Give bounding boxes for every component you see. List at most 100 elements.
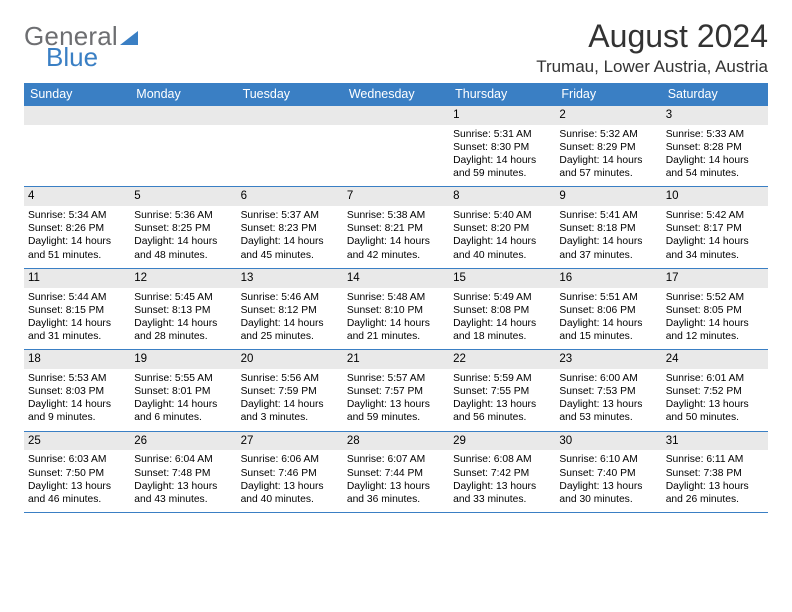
sunrise-text: Sunrise: 5:34 AM xyxy=(28,209,126,222)
calendar-week: 18Sunrise: 5:53 AMSunset: 8:03 PMDayligh… xyxy=(24,350,768,431)
daylight-text: Daylight: 14 hours and 18 minutes. xyxy=(453,317,551,343)
calendar-cell: 26 Sunrise: 6:04 AMSunset: 7:48 PMDayligh… xyxy=(130,432,236,513)
calendar-cell xyxy=(130,106,236,187)
day-number: 25 xyxy=(24,432,130,451)
daylight-text: Daylight: 14 hours and 9 minutes. xyxy=(28,398,126,424)
day-header-wed: Wednesday xyxy=(343,83,449,106)
sunset-text: Sunset: 8:13 PM xyxy=(134,304,232,317)
day-number: 24 xyxy=(662,350,768,369)
day-number: 31 xyxy=(662,432,768,451)
daylight-text: Daylight: 13 hours and 46 minutes. xyxy=(28,480,126,506)
daylight-text: Daylight: 13 hours and 59 minutes. xyxy=(347,398,445,424)
daylight-text: Daylight: 14 hours and 40 minutes. xyxy=(453,235,551,261)
daylight-text: Daylight: 14 hours and 28 minutes. xyxy=(134,317,232,343)
sunset-text: Sunset: 7:55 PM xyxy=(453,385,551,398)
calendar-cell: 12Sunrise: 5:45 AMSunset: 8:13 PMDayligh… xyxy=(130,269,236,350)
daylight-text: Daylight: 14 hours and 48 minutes. xyxy=(134,235,232,261)
daylight-text: Daylight: 14 hours and 45 minutes. xyxy=(241,235,339,261)
daylight-text: Daylight: 14 hours and 31 minutes. xyxy=(28,317,126,343)
day-number: 7 xyxy=(343,187,449,206)
daylight-text: Daylight: 14 hours and 21 minutes. xyxy=(347,317,445,343)
daylight-text: Daylight: 13 hours and 26 minutes. xyxy=(666,480,764,506)
daylight-text: Daylight: 13 hours and 40 minutes. xyxy=(241,480,339,506)
sunrise-text: Sunrise: 6:04 AM xyxy=(134,453,232,466)
sunrise-text: Sunrise: 5:55 AM xyxy=(134,372,232,385)
calendar-cell xyxy=(24,106,130,187)
sunset-text: Sunset: 8:20 PM xyxy=(453,222,551,235)
header: General Blue August 2024 Trumau, Lower A… xyxy=(24,18,768,77)
sunrise-text: Sunrise: 6:07 AM xyxy=(347,453,445,466)
calendar-week: 11Sunrise: 5:44 AMSunset: 8:15 PMDayligh… xyxy=(24,269,768,350)
sunrise-text: Sunrise: 5:48 AM xyxy=(347,291,445,304)
sunrise-text: Sunrise: 5:32 AM xyxy=(559,128,657,141)
day-number: 8 xyxy=(449,187,555,206)
daylight-text: Daylight: 13 hours and 50 minutes. xyxy=(666,398,764,424)
calendar-week: 1Sunrise: 5:31 AMSunset: 8:30 PMDaylight… xyxy=(24,106,768,187)
calendar-cell: 28 Sunrise: 6:07 AMSunset: 7:44 PMDayligh… xyxy=(343,432,449,513)
daylight-text: Daylight: 13 hours and 30 minutes. xyxy=(559,480,657,506)
sunrise-text: Sunrise: 5:52 AM xyxy=(666,291,764,304)
sunset-text: Sunset: 7:52 PM xyxy=(666,385,764,398)
daylight-text: Daylight: 13 hours and 53 minutes. xyxy=(559,398,657,424)
sunrise-text: Sunrise: 6:08 AM xyxy=(453,453,551,466)
sunset-text: Sunset: 8:28 PM xyxy=(666,141,764,154)
daylight-text: Daylight: 13 hours and 36 minutes. xyxy=(347,480,445,506)
day-number: 16 xyxy=(555,269,661,288)
calendar-cell: 13Sunrise: 5:46 AMSunset: 8:12 PMDayligh… xyxy=(237,269,343,350)
sunset-text: Sunset: 8:21 PM xyxy=(347,222,445,235)
daylight-text: Daylight: 14 hours and 6 minutes. xyxy=(134,398,232,424)
sunrise-text: Sunrise: 6:10 AM xyxy=(559,453,657,466)
day-number: 26 xyxy=(130,432,236,451)
daylight-text: Daylight: 14 hours and 54 minutes. xyxy=(666,154,764,180)
sunset-text: Sunset: 8:18 PM xyxy=(559,222,657,235)
sunset-text: Sunset: 7:40 PM xyxy=(559,467,657,480)
sunset-text: Sunset: 7:50 PM xyxy=(28,467,126,480)
sunset-text: Sunset: 8:15 PM xyxy=(28,304,126,317)
logo-text-blue: Blue xyxy=(46,45,138,70)
day-number: 2 xyxy=(555,106,661,125)
day-number: 30 xyxy=(555,432,661,451)
day-number: 18 xyxy=(24,350,130,369)
sunset-text: Sunset: 8:17 PM xyxy=(666,222,764,235)
day-number-empty xyxy=(130,106,236,125)
sunrise-text: Sunrise: 6:06 AM xyxy=(241,453,339,466)
day-number: 4 xyxy=(24,187,130,206)
sunset-text: Sunset: 8:12 PM xyxy=(241,304,339,317)
month-title: August 2024 xyxy=(536,18,768,55)
sunset-text: Sunset: 7:53 PM xyxy=(559,385,657,398)
day-number: 5 xyxy=(130,187,236,206)
sunrise-text: Sunrise: 5:46 AM xyxy=(241,291,339,304)
sunrise-text: Sunrise: 5:45 AM xyxy=(134,291,232,304)
calendar-cell: 3Sunrise: 5:33 AMSunset: 8:28 PMDaylight… xyxy=(662,106,768,187)
calendar-week: 25Sunrise: 6:03 AMSunset: 7:50 PMDayligh… xyxy=(24,432,768,513)
day-header-sat: Saturday xyxy=(662,83,768,106)
calendar-cell: 6Sunrise: 5:37 AMSunset: 8:23 PMDaylight… xyxy=(237,187,343,268)
sunset-text: Sunset: 7:44 PM xyxy=(347,467,445,480)
day-number: 29 xyxy=(449,432,555,451)
calendar-cell: 8Sunrise: 5:40 AMSunset: 8:20 PMDaylight… xyxy=(449,187,555,268)
daylight-text: Daylight: 14 hours and 3 minutes. xyxy=(241,398,339,424)
sunset-text: Sunset: 8:06 PM xyxy=(559,304,657,317)
sunset-text: Sunset: 7:57 PM xyxy=(347,385,445,398)
day-number: 17 xyxy=(662,269,768,288)
day-number: 23 xyxy=(555,350,661,369)
day-number: 20 xyxy=(237,350,343,369)
sunset-text: Sunset: 7:38 PM xyxy=(666,467,764,480)
title-block: August 2024 Trumau, Lower Austria, Austr… xyxy=(536,18,768,77)
day-number: 28 xyxy=(343,432,449,451)
day-number-empty xyxy=(24,106,130,125)
calendar-cell: 29Sunrise: 6:08 AMSunset: 7:42 PMDayligh… xyxy=(449,432,555,513)
daylight-text: Daylight: 13 hours and 43 minutes. xyxy=(134,480,232,506)
sunset-text: Sunset: 8:30 PM xyxy=(453,141,551,154)
sunset-text: Sunset: 7:48 PM xyxy=(134,467,232,480)
calendar-week: 4Sunrise: 5:34 AMSunset: 8:26 PMDaylight… xyxy=(24,187,768,268)
calendar-cell: 17Sunrise: 5:52 AMSunset: 8:05 PMDayligh… xyxy=(662,269,768,350)
sunrise-text: Sunrise: 5:56 AM xyxy=(241,372,339,385)
sunset-text: Sunset: 8:25 PM xyxy=(134,222,232,235)
logo-triangle-icon xyxy=(120,31,138,45)
day-header-fri: Friday xyxy=(555,83,661,106)
sunrise-text: Sunrise: 5:31 AM xyxy=(453,128,551,141)
sunrise-text: Sunrise: 6:11 AM xyxy=(666,453,764,466)
sunrise-text: Sunrise: 5:42 AM xyxy=(666,209,764,222)
day-number: 10 xyxy=(662,187,768,206)
